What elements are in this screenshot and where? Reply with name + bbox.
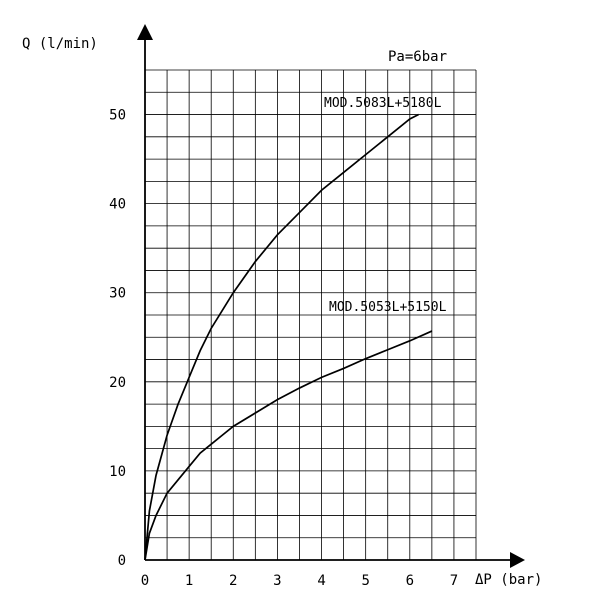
y-tick-label: 40 bbox=[109, 197, 126, 213]
series-label-mod-5053l-5150l: MOD.5053L+5150L bbox=[329, 300, 447, 315]
x-tick-label: 5 bbox=[361, 573, 369, 589]
ticks: 0 1 2 3 4 5 6 7 0 10 20 30 40 50 bbox=[109, 108, 458, 589]
y-axis-label: Q (l/min) bbox=[22, 36, 98, 52]
y-tick-label: 30 bbox=[109, 286, 126, 302]
series-layer bbox=[144, 113, 433, 561]
x-axis-label: ΔP (bar) bbox=[475, 572, 542, 588]
x-tick-label: 0 bbox=[141, 573, 149, 589]
series-line-0 bbox=[144, 113, 420, 561]
series-label-mod-5083l-5180l: MOD.5083L+5180L bbox=[324, 96, 442, 111]
y-tick-label: 20 bbox=[109, 375, 126, 391]
y-tick-label: 10 bbox=[109, 464, 126, 480]
y-tick-label: 0 bbox=[118, 553, 126, 569]
x-tick-label: 4 bbox=[317, 573, 325, 589]
x-tick-label: 1 bbox=[185, 573, 193, 589]
grid bbox=[144, 69, 477, 561]
series-line-1 bbox=[144, 330, 433, 561]
y-axis-arrow bbox=[137, 24, 153, 40]
pressure-annotation: Pa=6bar bbox=[388, 49, 447, 65]
x-tick-label: 3 bbox=[273, 573, 281, 589]
x-tick-label: 6 bbox=[406, 573, 414, 589]
x-tick-label: 2 bbox=[229, 573, 237, 589]
x-tick-label: 7 bbox=[450, 573, 458, 589]
axes bbox=[137, 24, 525, 568]
x-axis-arrow bbox=[510, 552, 525, 568]
y-tick-label: 50 bbox=[109, 108, 126, 124]
